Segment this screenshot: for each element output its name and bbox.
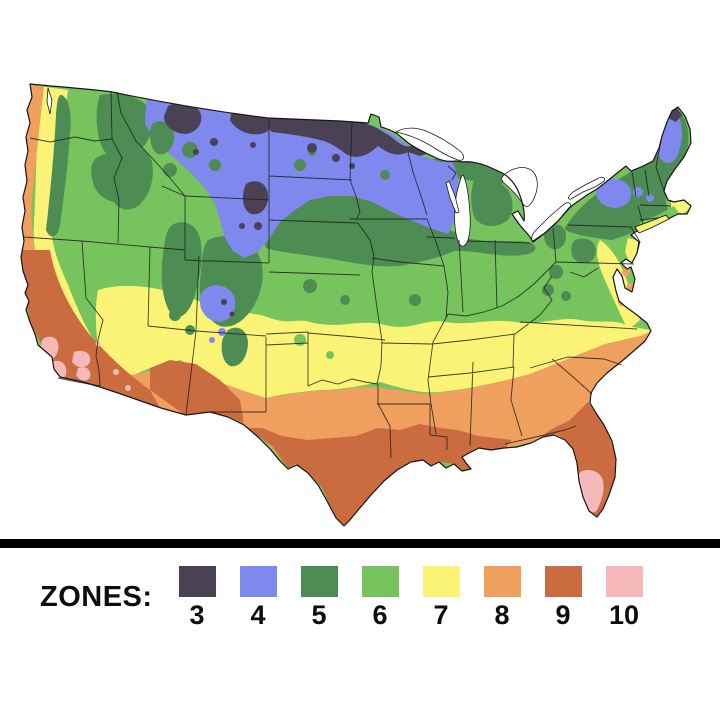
us-map-svg xyxy=(20,83,692,527)
zone-fill-layers xyxy=(21,84,691,526)
zone-8-number: 8 xyxy=(494,600,510,630)
zone-7-number: 7 xyxy=(433,600,449,630)
zone-9-swatch xyxy=(544,566,582,597)
puget-sound xyxy=(46,87,53,115)
lake-michigan xyxy=(453,174,471,247)
zone-9-number: 9 xyxy=(555,600,571,630)
zone-5-number: 5 xyxy=(311,600,327,630)
us-outline xyxy=(20,83,692,527)
legend-item-zone-3: 3 xyxy=(178,566,216,630)
legend-item-zone-7: 7 xyxy=(422,566,460,630)
zone-5-swatch xyxy=(300,566,338,597)
legend-items: 3 4 5 6 7 8 9 xyxy=(178,566,643,630)
zone-3-swatch xyxy=(178,566,216,597)
zone-3-number: 3 xyxy=(189,600,205,630)
state-borders xyxy=(22,90,672,459)
zone-6-swatch xyxy=(361,566,399,597)
us-hardiness-map xyxy=(20,83,692,527)
legend-label: ZONES: xyxy=(40,581,153,613)
legend-item-zone-8: 8 xyxy=(483,566,521,630)
legend-item-zone-5: 5 xyxy=(300,566,338,630)
zone-4-swatch xyxy=(239,566,277,597)
great-lakes xyxy=(46,87,605,247)
lake-huron xyxy=(501,167,538,207)
lake-superior xyxy=(394,127,464,161)
legend-item-zone-6: 6 xyxy=(361,566,399,630)
zone-6-number: 6 xyxy=(372,600,388,630)
zone-7-swatch xyxy=(422,566,460,597)
long-island xyxy=(634,214,670,234)
zone-4-number: 4 xyxy=(250,600,266,630)
zone-10-number: 10 xyxy=(609,600,640,630)
divider-bar xyxy=(0,539,720,548)
green-bay xyxy=(445,180,460,214)
zone-8-swatch xyxy=(483,566,521,597)
lake-ontario xyxy=(568,176,605,200)
legend-item-zone-9: 9 xyxy=(544,566,582,630)
legend-item-zone-10: 10 xyxy=(605,566,643,630)
legend: ZONES: 3 4 5 6 7 xyxy=(0,548,720,629)
zone-10-swatch xyxy=(605,566,643,597)
legend-item-zone-4: 4 xyxy=(239,566,277,630)
